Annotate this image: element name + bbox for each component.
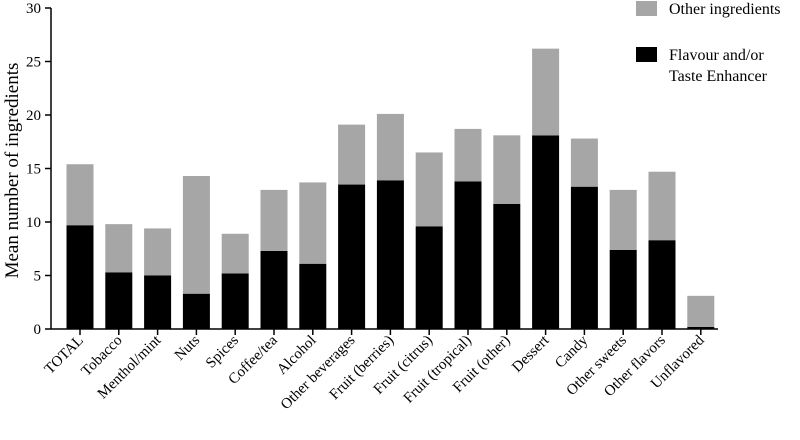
- y-tick-label: 20: [26, 108, 41, 124]
- bar-other-ingredients-other-beverages: [338, 124, 366, 185]
- bar-flavour-and-or-taste-enhancer-fruit-berries: [376, 180, 404, 329]
- bar-flavour-and-or-taste-enhancer-total: [66, 225, 94, 329]
- bar-other-ingredients-spices: [221, 233, 249, 274]
- legend-label: Taste Enhancer: [669, 68, 768, 85]
- bar-other-ingredients-fruit-other: [493, 135, 521, 204]
- legend: Other ingredients Flavour and/or Taste Enh…: [636, 1, 781, 85]
- bar-flavour-and-or-taste-enhancer-other-flavors: [648, 240, 676, 329]
- bar-flavour-and-or-taste-enhancer-alcohol: [299, 263, 327, 329]
- bar-other-ingredients-fruit-citrus: [415, 152, 443, 227]
- bar-flavour-and-or-taste-enhancer-fruit-tropical: [454, 181, 482, 329]
- bar-flavour-and-or-taste-enhancer-nuts: [182, 293, 210, 329]
- y-tick-label: 5: [34, 269, 42, 285]
- bar-flavour-and-or-taste-enhancer-spices: [221, 273, 249, 329]
- bar-other-ingredients-candy: [570, 138, 598, 187]
- legend-swatch: [636, 47, 657, 62]
- bar-other-ingredients-menthol-mint: [144, 228, 172, 276]
- legend-item-flavour-and-or-taste-enhancer: Flavour and/or Taste Enhancer: [636, 47, 768, 85]
- legend-label: Flavour and/or: [669, 47, 764, 64]
- y-tick-label: 25: [26, 55, 41, 71]
- bar-other-ingredients-fruit-tropical: [454, 128, 482, 182]
- bar-other-ingredients-tobacco: [105, 224, 133, 273]
- y-axis-title: Mean number of ingredients: [2, 63, 23, 279]
- bar-other-ingredients-other-flavors: [648, 171, 676, 241]
- y-tick-label: 30: [26, 1, 41, 17]
- x-tick-label: Fruit (tropical): [401, 333, 475, 407]
- bar-flavour-and-or-taste-enhancer-tobacco: [105, 272, 133, 329]
- bar-other-ingredients-nuts: [182, 175, 210, 294]
- legend-label: Other ingredients: [669, 1, 781, 18]
- y-tick-label: 15: [26, 162, 41, 178]
- bar-other-ingredients-dessert: [532, 48, 560, 136]
- bar-flavour-and-or-taste-enhancer-fruit-other: [493, 203, 521, 329]
- bar-other-ingredients-total: [66, 164, 94, 226]
- legend-item-other-ingredients: Other ingredients: [636, 1, 781, 18]
- bar-flavour-and-or-taste-enhancer-fruit-citrus: [415, 226, 443, 329]
- y-tick-label: 0: [34, 322, 42, 338]
- bar-flavour-and-or-taste-enhancer-other-beverages: [338, 184, 366, 329]
- x-tick-label: Nuts: [172, 332, 203, 363]
- bar-flavour-and-or-taste-enhancer-menthol-mint: [144, 275, 172, 329]
- y-axis-ticks: 0 5 10 15 20 25 30: [26, 1, 51, 338]
- y-tick-label: 10: [26, 215, 41, 231]
- bar-flavour-and-or-taste-enhancer-coffee-tea: [260, 250, 288, 329]
- bar-flavour-and-or-taste-enhancer-dessert: [532, 135, 560, 329]
- bar-flavour-and-or-taste-enhancer-unflavored: [687, 326, 715, 329]
- bar-flavour-and-or-taste-enhancer-candy: [570, 186, 598, 329]
- bar-other-ingredients-fruit-berries: [376, 113, 404, 181]
- bar-other-ingredients-coffee-tea: [260, 189, 288, 251]
- bar-other-ingredients-unflavored: [687, 295, 715, 327]
- bar-flavour-and-or-taste-enhancer-other-sweets: [609, 249, 637, 329]
- legend-swatch: [636, 1, 657, 16]
- bar-other-ingredients-alcohol: [299, 182, 327, 264]
- bar-other-ingredients-other-sweets: [609, 189, 637, 250]
- x-tick-label: Dessert: [509, 332, 553, 376]
- bars-group: [66, 48, 715, 329]
